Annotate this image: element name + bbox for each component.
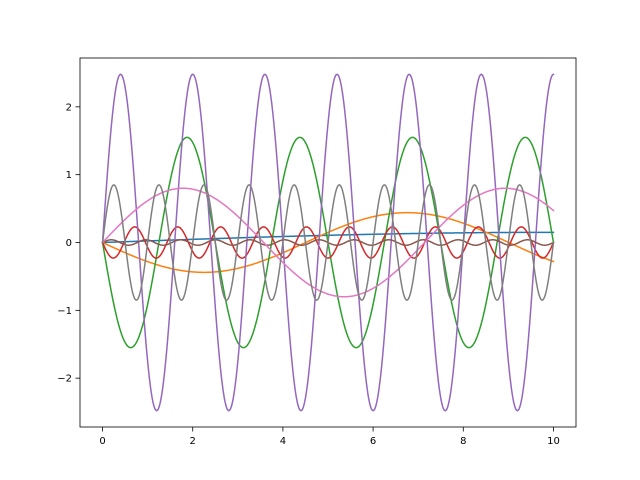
x-axis: 0 2 4 6 8 10 <box>99 427 560 447</box>
series-line-5 <box>101 73 555 412</box>
x-tick-label: 8 <box>460 436 466 447</box>
x-tick-label: 10 <box>547 436 560 447</box>
series-line-8 <box>101 184 555 301</box>
y-tick-label: 0 <box>66 238 72 249</box>
y-axis: −2 −1 0 1 2 <box>57 102 80 385</box>
series-line-4 <box>101 226 555 259</box>
x-tick-label: 2 <box>190 436 196 447</box>
series-line-2 <box>101 211 555 274</box>
x-tick-label: 6 <box>370 436 376 447</box>
series-layer <box>101 73 555 412</box>
x-tick-label: 4 <box>280 436 286 447</box>
x-tick-label: 0 <box>99 436 105 447</box>
y-tick-label: 1 <box>66 170 72 181</box>
y-tick-label: −1 <box>57 306 72 317</box>
y-tick-label: −2 <box>57 374 72 385</box>
y-tick-label: 2 <box>66 102 72 113</box>
